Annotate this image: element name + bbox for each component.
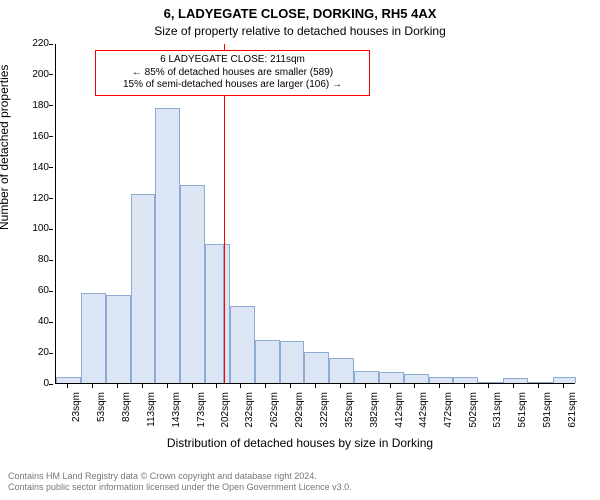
callout-line-2: ← 85% of detached houses are smaller (58…	[102, 67, 363, 80]
histogram-bar	[304, 352, 329, 383]
page-title: 6, LADYEGATE CLOSE, DORKING, RH5 4AX	[0, 6, 600, 21]
x-tick-label: 202sqm	[220, 392, 231, 436]
x-tick-mark	[117, 384, 118, 388]
x-tick-mark	[513, 384, 514, 388]
histogram-bar	[553, 377, 576, 383]
histogram-bar	[106, 295, 131, 383]
x-tick-label: 83sqm	[121, 392, 132, 436]
page: { "title": "6, LADYEGATE CLOSE, DORKING,…	[0, 0, 600, 500]
footer-line-1: Contains HM Land Registry data © Crown c…	[8, 471, 352, 483]
x-tick-mark	[563, 384, 564, 388]
page-subtitle: Size of property relative to detached ho…	[0, 24, 600, 38]
y-tick: 100	[0, 223, 49, 234]
histogram-bar	[205, 244, 224, 383]
footer-attribution: Contains HM Land Registry data © Crown c…	[8, 471, 352, 494]
histogram-bar	[81, 293, 106, 383]
x-tick-mark	[167, 384, 168, 388]
x-tick-label: 472sqm	[443, 392, 454, 436]
callout-box: 6 LADYEGATE CLOSE: 211sqm ← 85% of detac…	[95, 50, 370, 96]
histogram-bar	[180, 185, 205, 383]
histogram-bar	[354, 371, 379, 383]
histogram-bar	[429, 377, 454, 383]
histogram-bar	[230, 306, 255, 383]
histogram-bar	[404, 374, 429, 383]
x-tick-mark	[538, 384, 539, 388]
y-tick: 220	[0, 38, 49, 49]
histogram-bar	[329, 358, 354, 383]
x-tick-label: 621sqm	[567, 392, 578, 436]
x-tick-mark	[488, 384, 489, 388]
x-tick-mark	[365, 384, 366, 388]
histogram-bar	[453, 377, 478, 383]
x-tick-label: 322sqm	[319, 392, 330, 436]
x-tick-mark	[439, 384, 440, 388]
x-tick-mark	[265, 384, 266, 388]
x-tick-label: 591sqm	[542, 392, 553, 436]
x-tick-mark	[290, 384, 291, 388]
callout-line-3: 15% of semi-detached houses are larger (…	[102, 79, 363, 92]
x-tick-label: 412sqm	[394, 392, 405, 436]
y-tick: 0	[0, 378, 49, 389]
y-tick: 200	[0, 69, 49, 80]
histogram-bar	[280, 341, 305, 383]
x-tick-label: 292sqm	[294, 392, 305, 436]
y-tick: 60	[0, 285, 49, 296]
x-axis-label: Distribution of detached houses by size …	[0, 436, 600, 450]
histogram-bar	[255, 340, 280, 383]
x-tick-label: 143sqm	[171, 392, 182, 436]
histogram-bar	[131, 194, 156, 383]
x-tick-label: 382sqm	[369, 392, 380, 436]
y-tick: 80	[0, 254, 49, 265]
x-tick-label: 53sqm	[96, 392, 107, 436]
x-tick-mark	[67, 384, 68, 388]
x-tick-mark	[192, 384, 193, 388]
histogram-bar	[478, 382, 503, 383]
x-tick-label: 531sqm	[492, 392, 503, 436]
x-tick-label: 23sqm	[71, 392, 82, 436]
x-tick-mark	[464, 384, 465, 388]
y-tick: 160	[0, 131, 49, 142]
y-tick: 140	[0, 162, 49, 173]
histogram-bar	[56, 377, 81, 383]
histogram-bar	[503, 378, 528, 383]
x-tick-mark	[390, 384, 391, 388]
x-tick-label: 113sqm	[146, 392, 157, 436]
x-tick-label: 352sqm	[344, 392, 355, 436]
x-tick-mark	[414, 384, 415, 388]
x-tick-label: 561sqm	[517, 392, 528, 436]
y-tick: 40	[0, 316, 49, 327]
histogram-bar	[528, 382, 553, 383]
x-tick-mark	[340, 384, 341, 388]
x-tick-mark	[92, 384, 93, 388]
x-tick-label: 173sqm	[196, 392, 207, 436]
y-tick: 120	[0, 193, 49, 204]
footer-line-2: Contains public sector information licen…	[8, 482, 352, 494]
y-tick: 180	[0, 100, 49, 111]
histogram-bar	[379, 372, 404, 383]
x-tick-label: 262sqm	[269, 392, 280, 436]
y-tick: 20	[0, 347, 49, 358]
x-tick-mark	[142, 384, 143, 388]
callout-line-1: 6 LADYEGATE CLOSE: 211sqm	[102, 54, 363, 67]
histogram-bar	[155, 108, 180, 383]
x-tick-mark	[315, 384, 316, 388]
x-tick-label: 502sqm	[468, 392, 479, 436]
x-tick-label: 232sqm	[244, 392, 255, 436]
x-tick-label: 442sqm	[418, 392, 429, 436]
x-tick-mark	[216, 384, 217, 388]
x-tick-mark	[240, 384, 241, 388]
y-axis-label: Number of detached properties	[0, 65, 11, 230]
